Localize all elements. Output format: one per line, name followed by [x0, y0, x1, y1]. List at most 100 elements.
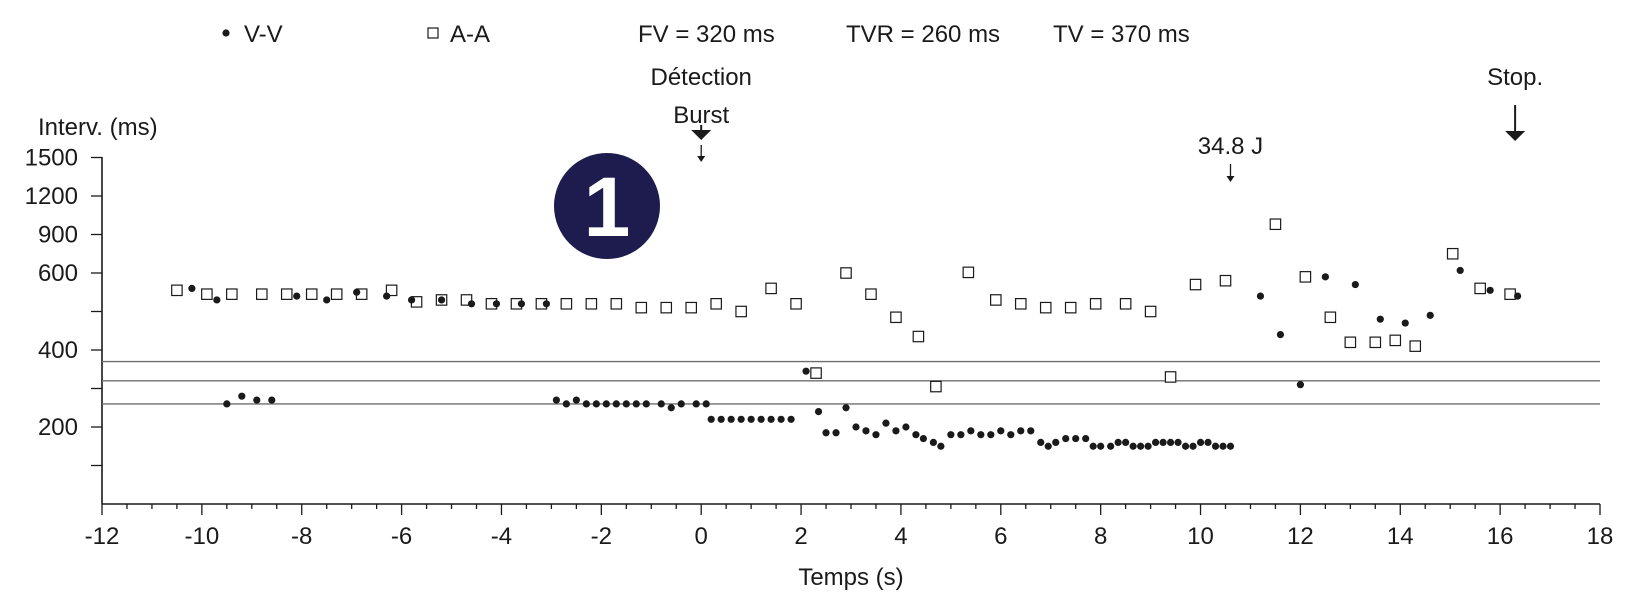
point-aa — [1344, 336, 1357, 349]
point-vv — [967, 427, 975, 435]
x-tick-label: 6 — [994, 523, 1007, 550]
point-aa — [1064, 301, 1077, 314]
step-badge: 1 — [554, 153, 660, 259]
point-aa — [1409, 340, 1422, 352]
step-badge-circle — [554, 153, 660, 259]
axes: Interv. (ms) Temps (s) — [38, 114, 1600, 591]
x-tick-label: 18 — [1587, 523, 1614, 550]
point-vv — [592, 400, 600, 408]
point-vv — [467, 300, 476, 308]
point-vv — [238, 392, 246, 400]
point-aa — [1369, 336, 1382, 349]
point-vv — [737, 415, 745, 423]
point-vv — [1114, 438, 1122, 446]
point-vv — [622, 400, 630, 408]
point-aa — [226, 288, 238, 300]
point-vv — [437, 296, 446, 304]
x-tick-label: 10 — [1187, 523, 1214, 550]
point-vv — [253, 396, 261, 404]
point-vv — [1376, 315, 1384, 323]
point-vv — [323, 296, 331, 304]
x-tick-label: -10 — [185, 523, 220, 550]
point-vv — [1097, 442, 1105, 450]
point-aa — [1039, 301, 1052, 314]
point-aa — [635, 301, 648, 314]
param-tvr: TVR = 260 ms — [846, 21, 1000, 48]
point-vv — [383, 292, 391, 300]
point-vv — [727, 415, 735, 423]
point-vv — [572, 396, 580, 404]
point-aa — [840, 267, 852, 279]
param-tv: TV = 370 ms — [1053, 21, 1190, 48]
point-aa — [1164, 371, 1177, 383]
point-vv — [1151, 438, 1160, 446]
point-aa — [1089, 298, 1102, 310]
annotation-arrow-head — [1226, 176, 1235, 182]
point-vv — [1159, 438, 1167, 446]
y-tick-label: 900 — [38, 222, 78, 249]
point-aa — [930, 380, 942, 393]
x-tick-label: 0 — [695, 523, 708, 550]
point-vv — [223, 400, 231, 408]
y-tick-label: 1200 — [25, 183, 78, 210]
point-vv — [1037, 438, 1045, 446]
point-vv — [552, 396, 560, 404]
point-vv — [1072, 434, 1080, 443]
point-vv — [632, 400, 640, 408]
point-aa — [810, 367, 822, 379]
x-axis-label: Temps (s) — [798, 564, 903, 591]
series-aa — [171, 218, 1516, 393]
point-vv — [407, 296, 416, 304]
point-vv — [822, 429, 830, 437]
point-vv — [1401, 319, 1409, 327]
point-vv — [1456, 266, 1464, 275]
point-vv — [1514, 292, 1522, 300]
point-aa — [1504, 288, 1516, 300]
x-ticks: -12 -10 -8 -6 -4 -2 0 2 4 6 8 10 12 14 16 18 — [85, 504, 1614, 550]
annotation-arrow-head — [697, 156, 706, 162]
point-vv — [842, 404, 850, 412]
point-vv — [1486, 286, 1494, 294]
point-aa — [1189, 278, 1202, 291]
point-vv — [1082, 434, 1090, 443]
point-vv — [757, 415, 765, 423]
point-vv — [929, 438, 937, 446]
point-vv — [947, 431, 955, 439]
point-aa — [1324, 311, 1337, 324]
point-vv — [777, 415, 785, 423]
point-aa — [1474, 282, 1486, 295]
point-vv — [657, 400, 665, 408]
point-vv — [602, 400, 610, 408]
point-aa — [560, 298, 573, 310]
point-aa — [962, 266, 975, 279]
point-vv — [1129, 442, 1137, 450]
point-vv — [957, 431, 965, 439]
point-vv — [213, 296, 221, 304]
point-vv — [987, 431, 995, 439]
point-vv — [767, 415, 775, 423]
point-vv — [293, 292, 301, 300]
point-vv — [702, 400, 710, 408]
point-aa — [201, 288, 213, 300]
point-vv — [892, 427, 900, 435]
point-vv — [1276, 331, 1285, 339]
point-vv — [542, 300, 551, 308]
x-tick-label: -8 — [291, 523, 312, 550]
x-tick-label: 8 — [1094, 523, 1107, 550]
point-vv — [937, 442, 945, 450]
point-vv — [977, 431, 985, 439]
step-badge-number: 1 — [584, 160, 631, 254]
point-vv — [677, 400, 685, 408]
y-axis-label: Interv. (ms) — [38, 114, 158, 141]
point-vv — [902, 423, 910, 431]
point-vv — [353, 288, 361, 296]
point-vv — [1219, 442, 1227, 450]
y-ticks: 200 400 600 900 1200 1500 — [25, 145, 102, 467]
point-vv — [882, 419, 890, 427]
point-aa — [1219, 274, 1232, 287]
point-aa — [912, 330, 925, 343]
x-tick-label: 4 — [894, 523, 907, 550]
point-vv — [1256, 292, 1265, 300]
point-vv — [1321, 273, 1329, 281]
